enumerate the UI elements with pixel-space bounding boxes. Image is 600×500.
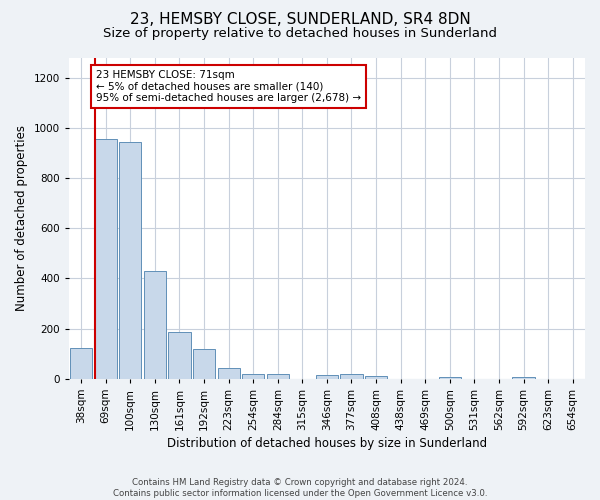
- Bar: [144, 271, 166, 379]
- Y-axis label: Number of detached properties: Number of detached properties: [15, 125, 28, 311]
- Bar: [70, 348, 92, 379]
- Bar: [266, 374, 289, 379]
- Bar: [95, 139, 117, 379]
- Bar: [119, 142, 142, 379]
- Bar: [193, 349, 215, 379]
- Text: 23 HEMSBY CLOSE: 71sqm
← 5% of detached houses are smaller (140)
95% of semi-det: 23 HEMSBY CLOSE: 71sqm ← 5% of detached …: [96, 70, 361, 103]
- Bar: [218, 368, 239, 379]
- Bar: [365, 376, 387, 379]
- Text: Contains HM Land Registry data © Crown copyright and database right 2024.
Contai: Contains HM Land Registry data © Crown c…: [113, 478, 487, 498]
- Bar: [512, 377, 535, 379]
- Bar: [316, 375, 338, 379]
- Text: 23, HEMSBY CLOSE, SUNDERLAND, SR4 8DN: 23, HEMSBY CLOSE, SUNDERLAND, SR4 8DN: [130, 12, 470, 28]
- Bar: [242, 374, 264, 379]
- Bar: [439, 377, 461, 379]
- Bar: [169, 332, 191, 379]
- X-axis label: Distribution of detached houses by size in Sunderland: Distribution of detached houses by size …: [167, 437, 487, 450]
- Bar: [340, 374, 362, 379]
- Text: Size of property relative to detached houses in Sunderland: Size of property relative to detached ho…: [103, 28, 497, 40]
